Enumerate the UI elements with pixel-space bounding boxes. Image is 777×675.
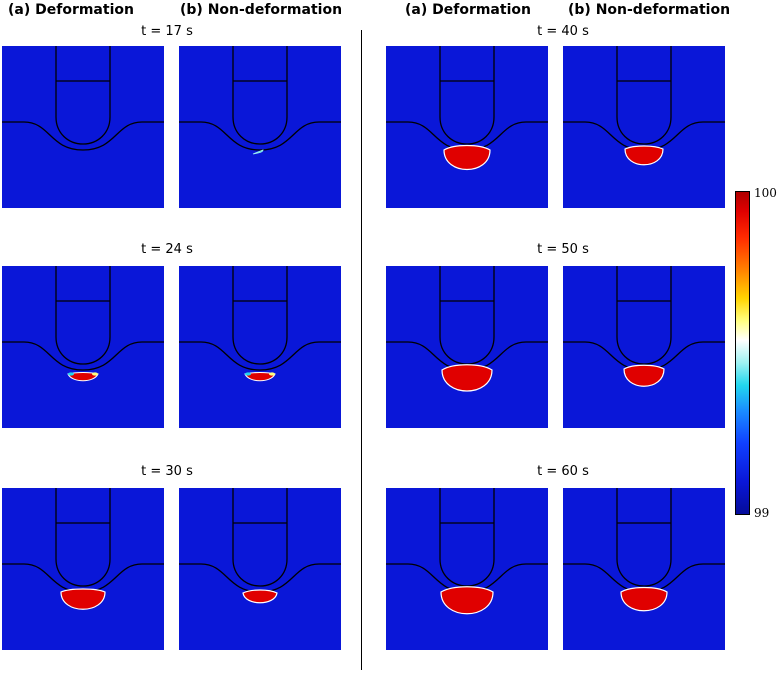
colorbar-min-label: 99 <box>754 506 770 520</box>
column-header-left-non-deformation: (b) Non-deformation <box>180 2 343 18</box>
time-label-17: t = 17 s <box>141 24 193 39</box>
panel-deformation-t30 <box>2 488 164 650</box>
vertical-divider <box>361 30 362 670</box>
panel-non-deformation-t60 <box>563 488 725 650</box>
panel-non-deformation-t24 <box>179 266 341 428</box>
column-header-right-non-deformation: (b) Non-deformation <box>568 2 731 18</box>
panel-deformation-t24 <box>2 266 164 428</box>
panel-non-deformation-t30 <box>179 488 341 650</box>
panel-non-deformation-t17 <box>179 46 341 208</box>
time-label-40: t = 40 s <box>537 24 589 39</box>
time-label-50: t = 50 s <box>537 242 589 257</box>
time-label-60: t = 60 s <box>537 464 589 479</box>
column-header-left-deformation: (a) Deformation <box>8 2 134 18</box>
colorbar-max-label: 100 <box>754 186 777 200</box>
time-label-24: t = 24 s <box>141 242 193 257</box>
panel-deformation-t50 <box>386 266 548 428</box>
column-header-right-deformation: (a) Deformation <box>405 2 531 18</box>
panel-deformation-t17 <box>2 46 164 208</box>
colorbar <box>735 191 750 515</box>
time-label-30: t = 30 s <box>141 464 193 479</box>
panel-deformation-t60 <box>386 488 548 650</box>
panel-deformation-t40 <box>386 46 548 208</box>
panel-non-deformation-t50 <box>563 266 725 428</box>
panel-non-deformation-t40 <box>563 46 725 208</box>
